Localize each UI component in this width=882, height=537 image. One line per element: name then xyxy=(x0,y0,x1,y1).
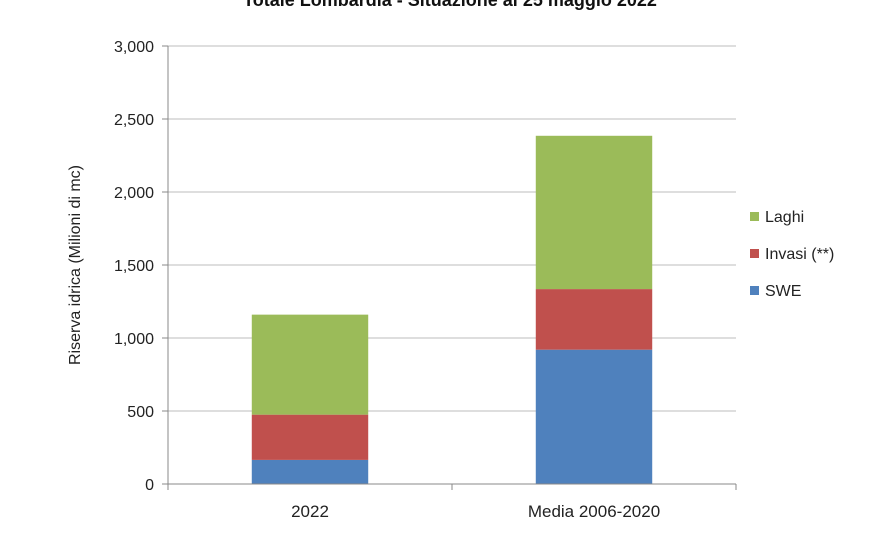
bar-segment-swe-0 xyxy=(251,459,369,484)
chart-title: Totale Lombardia - Situazione al 25 magg… xyxy=(243,0,657,10)
legend-label: Laghi xyxy=(765,209,804,226)
bar-segment-invasi-0 xyxy=(251,414,369,460)
legend-swatch xyxy=(750,212,759,221)
legend-label: SWE xyxy=(765,283,801,300)
bar-segment-laghi-1 xyxy=(535,135,653,290)
y-tick-label: 0 xyxy=(145,477,154,494)
y-tick-label: 2,000 xyxy=(114,185,154,202)
axis-layer: 0 500 1,000 1,500 2,000 2,500 3,000 2022 Media 2… xyxy=(114,39,737,521)
legend: Laghi Invasi (**) SWE xyxy=(750,209,834,300)
bars-layer xyxy=(251,135,653,484)
legend-label: Invasi (**) xyxy=(765,246,834,263)
y-tick-label: 3,000 xyxy=(114,39,154,56)
bar-segment-swe-1 xyxy=(535,349,653,484)
y-tick-label: 1,500 xyxy=(114,258,154,275)
bar-segment-invasi-1 xyxy=(535,289,653,350)
y-tick-label: 1,000 xyxy=(114,331,154,348)
x-category-label: Media 2006-2020 xyxy=(528,502,660,521)
y-axis-label: Riserva idrica (Milioni di mc) xyxy=(67,165,84,365)
y-tick-label: 2,500 xyxy=(114,112,154,129)
bar-segment-laghi-0 xyxy=(251,314,369,415)
legend-swatch xyxy=(750,286,759,295)
y-tick-label: 500 xyxy=(127,404,154,421)
legend-swatch xyxy=(750,249,759,258)
x-category-label: 2022 xyxy=(291,502,329,521)
